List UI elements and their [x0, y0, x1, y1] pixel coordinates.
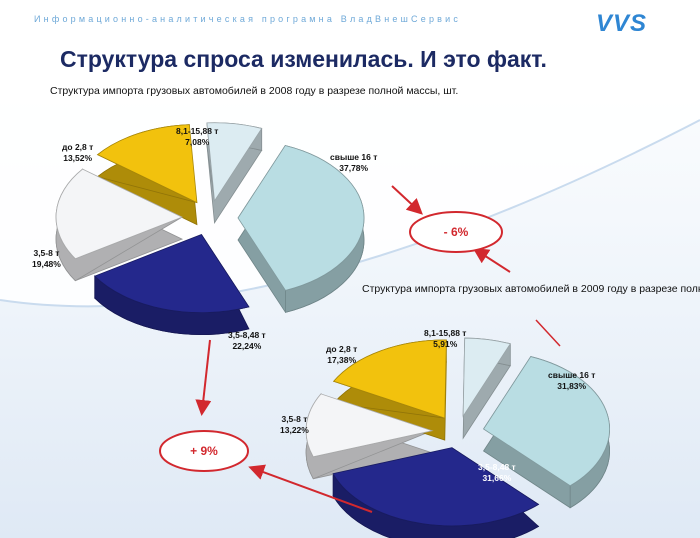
label-name: до 2,8 т: [326, 344, 358, 354]
slice-2008-1: [94, 234, 250, 314]
label-2009-upto-2-8: до 2,8 т 17,38%: [326, 344, 357, 366]
label-pct: 31,83%: [557, 381, 587, 391]
slice-2009-3: [332, 339, 447, 419]
label-name: 8,1-15,88 т: [424, 328, 467, 338]
label-2009-over16: свыше 16 т 31,83%: [548, 370, 595, 392]
label-pct: 5,91%: [433, 339, 458, 349]
arrow-2009-to-oval: [472, 247, 511, 273]
label-2009-8-15: 8,1-15,88 т 5,91%: [424, 328, 466, 350]
slice-2009-4: [462, 337, 511, 418]
vvs-logo: VVS: [596, 10, 648, 37]
oval-plus-9: [159, 430, 249, 472]
slice-2008-4: [206, 122, 263, 203]
chart-title-2008: Структура импорта грузовых автомобилей в…: [50, 85, 459, 97]
label-pct: 22,24%: [232, 341, 262, 351]
label-2008-upto-2-8: до 2,8 т 13,52%: [62, 142, 93, 164]
label-pct: 13,22%: [280, 425, 309, 435]
label-pct: 31,66%: [482, 473, 512, 483]
label-name: 8,1-15,88 т: [176, 126, 219, 136]
label-2008-mid: 3,5-8,48 т 22,24%: [228, 330, 266, 352]
label-pct: 17,38%: [327, 355, 357, 365]
slice-2008-2: [55, 168, 184, 260]
arrow-mid-down: [195, 339, 212, 416]
arrow-2009-mid-to-oval: [248, 464, 373, 513]
label-name: свыше 16 т: [330, 152, 378, 162]
label-pct: 13,52%: [63, 153, 93, 163]
label-pct: 37,78%: [339, 163, 369, 173]
slice-2008-0: [237, 145, 365, 291]
slice-2009-1: [332, 447, 540, 527]
oval-minus-6: [409, 211, 503, 253]
label-name: свыше 16 т: [548, 370, 596, 380]
delta-mid-text: + 9%: [190, 444, 218, 458]
agency-line: Информационно-аналитическая програмна Вл…: [34, 14, 462, 24]
slice-2009-0: [482, 356, 610, 487]
delta-over16-text: - 6%: [443, 225, 469, 239]
slice-2009-2: [305, 393, 434, 458]
label-pct: 19,48%: [32, 259, 61, 269]
label-2009-mid: 3,5-8,48 т 31,66%: [478, 462, 516, 484]
label-name: 3,5-8 т: [33, 248, 60, 258]
label-name: до 2,8 т: [62, 142, 94, 152]
slice-2008-3: [96, 124, 198, 204]
label-2008-8-15: 8,1-15,88 т 7,08%: [176, 126, 218, 148]
page-title: Структура спроса изменилась. И это факт.: [60, 46, 547, 72]
label-2009-3-5-8: 3,5-8 т 13,22%: [280, 414, 309, 436]
label-pct: 7,08%: [185, 137, 210, 147]
pie-2009: [305, 337, 610, 538]
label-name: 3,5-8,48 т: [228, 330, 266, 340]
label-name: 3,5-8,48 т: [478, 462, 516, 472]
chart-title-2009: Структура импорта грузовых автомобилей в…: [362, 283, 700, 295]
arrow-over16-to-oval: [391, 185, 423, 215]
pie-2008: [55, 122, 365, 336]
arrow-2009-label-line: [535, 319, 561, 347]
label-name: 3,5-8 т: [281, 414, 308, 424]
label-2008-over16: свыше 16 т 37,78%: [330, 152, 377, 174]
label-2008-3-5-8: 3,5-8 т 19,48%: [32, 248, 61, 270]
